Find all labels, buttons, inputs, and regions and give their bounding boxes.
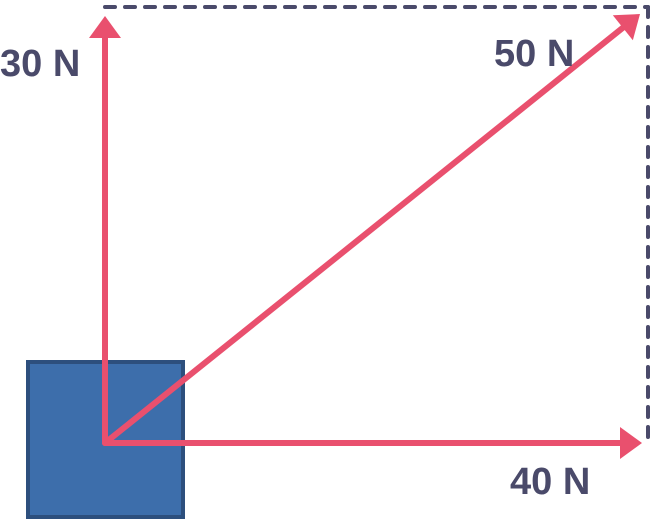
force-diagram: 30 N 50 N 40 N	[0, 0, 656, 520]
label-resultant-force: 50 N	[494, 33, 574, 75]
label-vertical-force: 30 N	[0, 43, 80, 85]
label-horizontal-force: 40 N	[510, 461, 590, 503]
